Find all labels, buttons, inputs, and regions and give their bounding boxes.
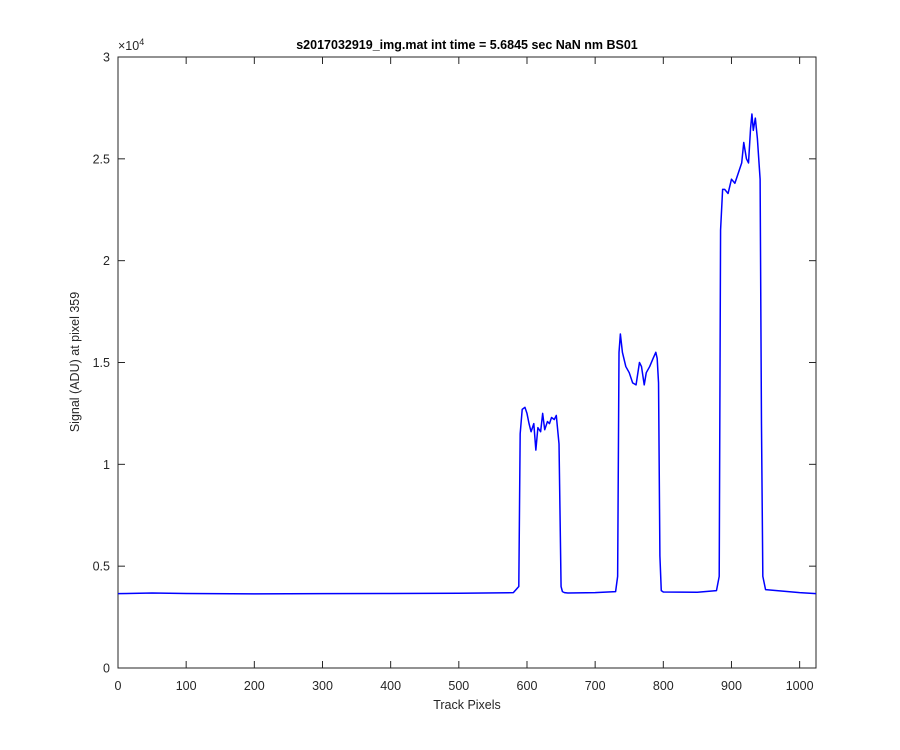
x-tick-label: 700 — [585, 679, 606, 693]
x-tick-label: 200 — [244, 679, 265, 693]
x-tick-label: 800 — [653, 679, 674, 693]
y-tick-label: 3 — [103, 51, 110, 65]
y-tick-label: 1 — [103, 458, 110, 472]
x-tick-label: 500 — [448, 679, 469, 693]
y-tick-label: 1.5 — [93, 356, 110, 370]
x-tick-label: 400 — [380, 679, 401, 693]
x-tick-label: 0 — [115, 679, 122, 693]
plot-area: 0 100 200 300 400 500 600 700 800 900 1000 0 0.5 1 1.… — [93, 51, 817, 693]
y-tick-label: 0 — [103, 662, 110, 676]
x-tick-label: 600 — [517, 679, 538, 693]
x-axis-ticks: 0 100 200 300 400 500 600 700 800 900 1000 — [115, 57, 814, 693]
x-tick-label: 100 — [176, 679, 197, 693]
series-line-0 — [117, 113, 817, 595]
y-exponent-label: ×104 — [118, 37, 144, 53]
series-layer — [117, 113, 817, 595]
x-axis-label: Track Pixels — [433, 698, 501, 712]
x-tick-label: 1000 — [786, 679, 814, 693]
x-tick-label: 900 — [721, 679, 742, 693]
y-tick-label: 2.5 — [93, 152, 110, 166]
svg-text:×104: ×104 — [118, 37, 144, 53]
y-tick-label: 0.5 — [93, 560, 110, 574]
y-exponent-power: 4 — [139, 37, 144, 47]
chart-title: s2017032919_img.mat int time = 5.6845 se… — [296, 38, 638, 52]
y-axis-ticks: 0 0.5 1 1.5 2 2.5 3 — [93, 51, 816, 676]
y-exponent-base: ×10 — [118, 39, 139, 53]
x-tick-label: 300 — [312, 679, 333, 693]
y-tick-label: 2 — [103, 254, 110, 268]
axes-box — [117, 56, 817, 669]
y-axis-label: Signal (ADU) at pixel 359 — [68, 292, 82, 432]
